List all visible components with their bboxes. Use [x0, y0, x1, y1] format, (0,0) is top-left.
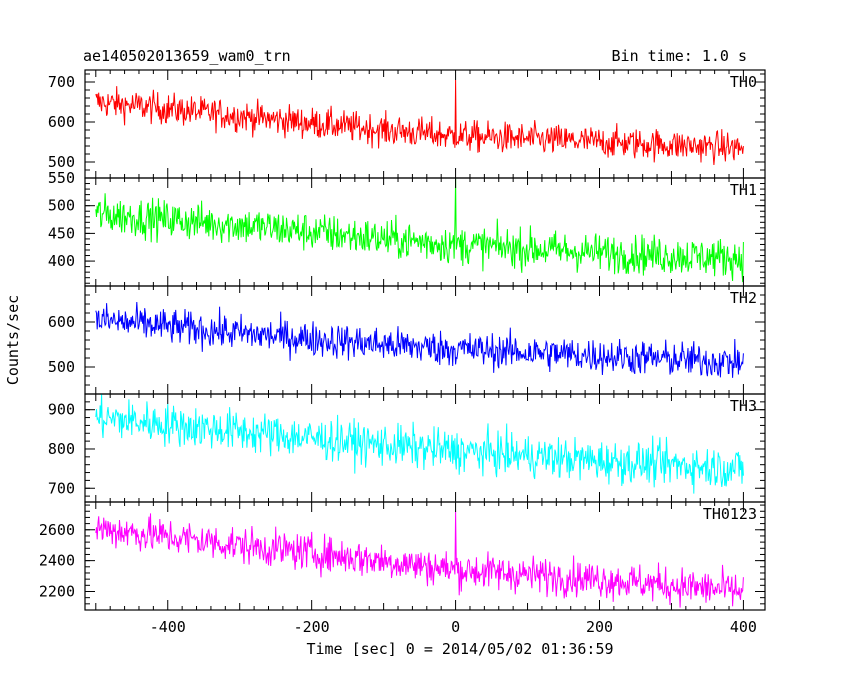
y-tick-label: 900 [48, 401, 75, 419]
panel-frame [84, 69, 766, 179]
x-tick-label: 0 [451, 618, 460, 636]
panel-th3: 700 800 900 TH3 [48, 393, 766, 503]
series-line-th0123 [95, 511, 744, 608]
panel-name-label: TH2 [730, 289, 757, 307]
y-tick-label: 2200 [39, 582, 75, 600]
series-line-th2 [95, 301, 744, 378]
y-tick-label: 400 [48, 252, 75, 270]
y-tick-label: 600 [48, 113, 75, 131]
chart-title-left: ae140502013659_wam0_trn [83, 47, 291, 65]
panel-th1: 400 450 500 550 TH1 [48, 169, 766, 287]
y-tick-label: 700 [48, 479, 75, 497]
y-tick-label: 800 [48, 440, 75, 458]
y-tick-label: 500 [48, 153, 75, 171]
y-tick-label: 500 [48, 358, 75, 376]
x-axis-label: Time [sec] 0 = 2014/05/02 01:36:59 [306, 640, 613, 658]
x-tick-label: -200 [294, 618, 330, 636]
series-line-th3 [95, 394, 744, 494]
x-axis: -400 -200 0 200 400 [150, 618, 757, 636]
chart-title-right: Bin time: 1.0 s [612, 47, 747, 65]
y-tick-label: 2600 [39, 521, 75, 539]
y-axis-label: Counts/sec [4, 295, 22, 385]
panel-name-label: TH3 [730, 397, 757, 415]
panel-name-label: TH1 [730, 181, 757, 199]
panel-th0: 500 600 700 TH0 [48, 69, 766, 179]
y-tick-label: 500 [48, 197, 75, 215]
series-line-th1 [95, 178, 744, 283]
y-tick-label: 600 [48, 313, 75, 331]
panel-th2: 500 600 TH2 [48, 285, 766, 395]
y-tick-label: 700 [48, 73, 75, 91]
panel-name-label: TH0 [730, 73, 757, 91]
series-line-th0 [95, 79, 744, 166]
y-tick-label: 2400 [39, 552, 75, 570]
y-tick-label: 550 [48, 169, 75, 187]
panel-frame [84, 501, 766, 611]
panel-name-label: TH0123 [703, 505, 757, 523]
y-tick-label: 450 [48, 224, 75, 242]
x-tick-label: -400 [150, 618, 186, 636]
x-tick-label: 200 [586, 618, 613, 636]
panel-th0123: 2200 2400 2600 TH0123 [39, 501, 766, 611]
x-tick-label: 400 [730, 618, 757, 636]
